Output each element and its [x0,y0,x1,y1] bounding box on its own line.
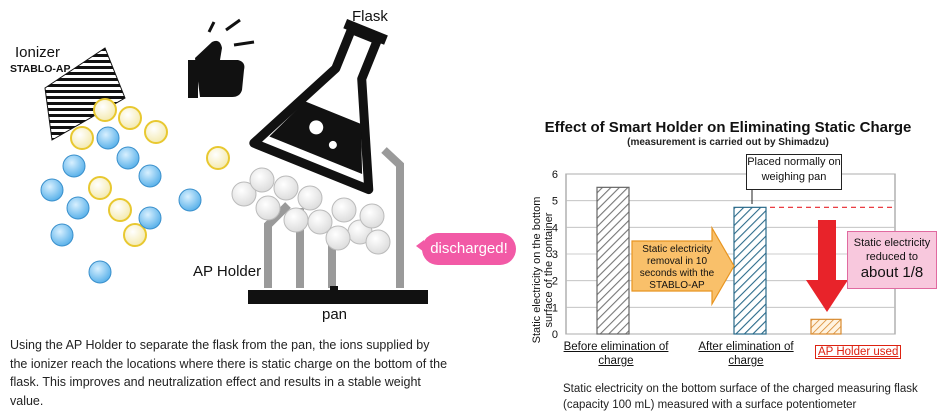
y-tick-label: 3 [552,249,558,261]
blue-ion [178,188,202,212]
blue-ion [66,196,90,220]
ionizer-device [44,47,126,141]
y-tick-label: 5 [552,196,558,208]
yellow-ion [206,146,230,170]
blue-ion [40,178,64,202]
holder-label: AP Holder [193,263,262,280]
ionizer-label: Ionizer [15,44,61,61]
yellow-ion [70,126,94,150]
bar-after [733,206,767,335]
placed-normally-text: Placed normally on weighing pan [747,156,841,183]
blue-ion [62,154,86,178]
blue-ion [138,206,162,230]
removal-annotation: Static electricity removal in 10 seconds… [639,244,715,291]
blue-ion [96,126,120,150]
yellow-ion [123,223,147,247]
x-label-after: After elimination of charge [698,341,794,367]
x-label-holder: AP Holder used [815,345,902,359]
orange-arrow [631,225,735,307]
flask-label: Flask [352,8,388,25]
ion-particles [40,98,230,284]
blue-ion [138,164,162,188]
y-tick-label: 0 [552,329,558,341]
ap-holder [264,147,404,288]
chart-title: Effect of Smart Holder on Eliminating St… [544,119,912,136]
blue-ion [88,260,112,284]
reduced-text: Static electricity reduced to [853,237,931,263]
description-text: Using the AP Holder to separate the flas… [10,338,448,408]
reduced-amount: about 1/8 [860,264,924,281]
y-tick-label: 1 [552,302,558,314]
chart-footnote: Static electricity on the bottom surface… [563,383,918,411]
chart-decorations [631,188,895,312]
bar-before [596,186,630,335]
red-down-arrow [806,220,848,312]
neutral-ions [231,167,391,255]
flask [249,19,388,195]
x-label-before: Before elimination of charge [563,341,669,367]
y-tick-label: 6 [552,169,558,181]
chart-bars [596,186,842,335]
y-tick-label: 4 [552,222,558,234]
ionizer-illustration [40,18,428,304]
discharged-badge: discharged! [422,233,516,265]
y-tick-label: 2 [552,276,558,288]
blue-ion [116,146,140,170]
yellow-ion [108,198,132,222]
ionizer-model-label: STABLO-AP [10,63,71,75]
reduced-annotation: Static electricity reduced to about 1/8 [847,231,937,289]
placed-normally-callout: Placed normally on weighing pan [746,154,842,190]
weighing-pan [248,290,428,304]
pan-label: pan [322,306,348,323]
yellow-ion [144,120,168,144]
yellow-ion [118,106,142,130]
chart-subtitle: (measurement is carried out by Shimadzu) [627,137,829,148]
chart-ticks: 0 1 2 3 4 5 6 [552,169,558,341]
blue-ion [50,223,74,247]
bar-holder [810,318,842,335]
yellow-ion [88,176,112,200]
thumbs-up-icon [188,18,255,98]
yellow-ion [93,98,117,122]
